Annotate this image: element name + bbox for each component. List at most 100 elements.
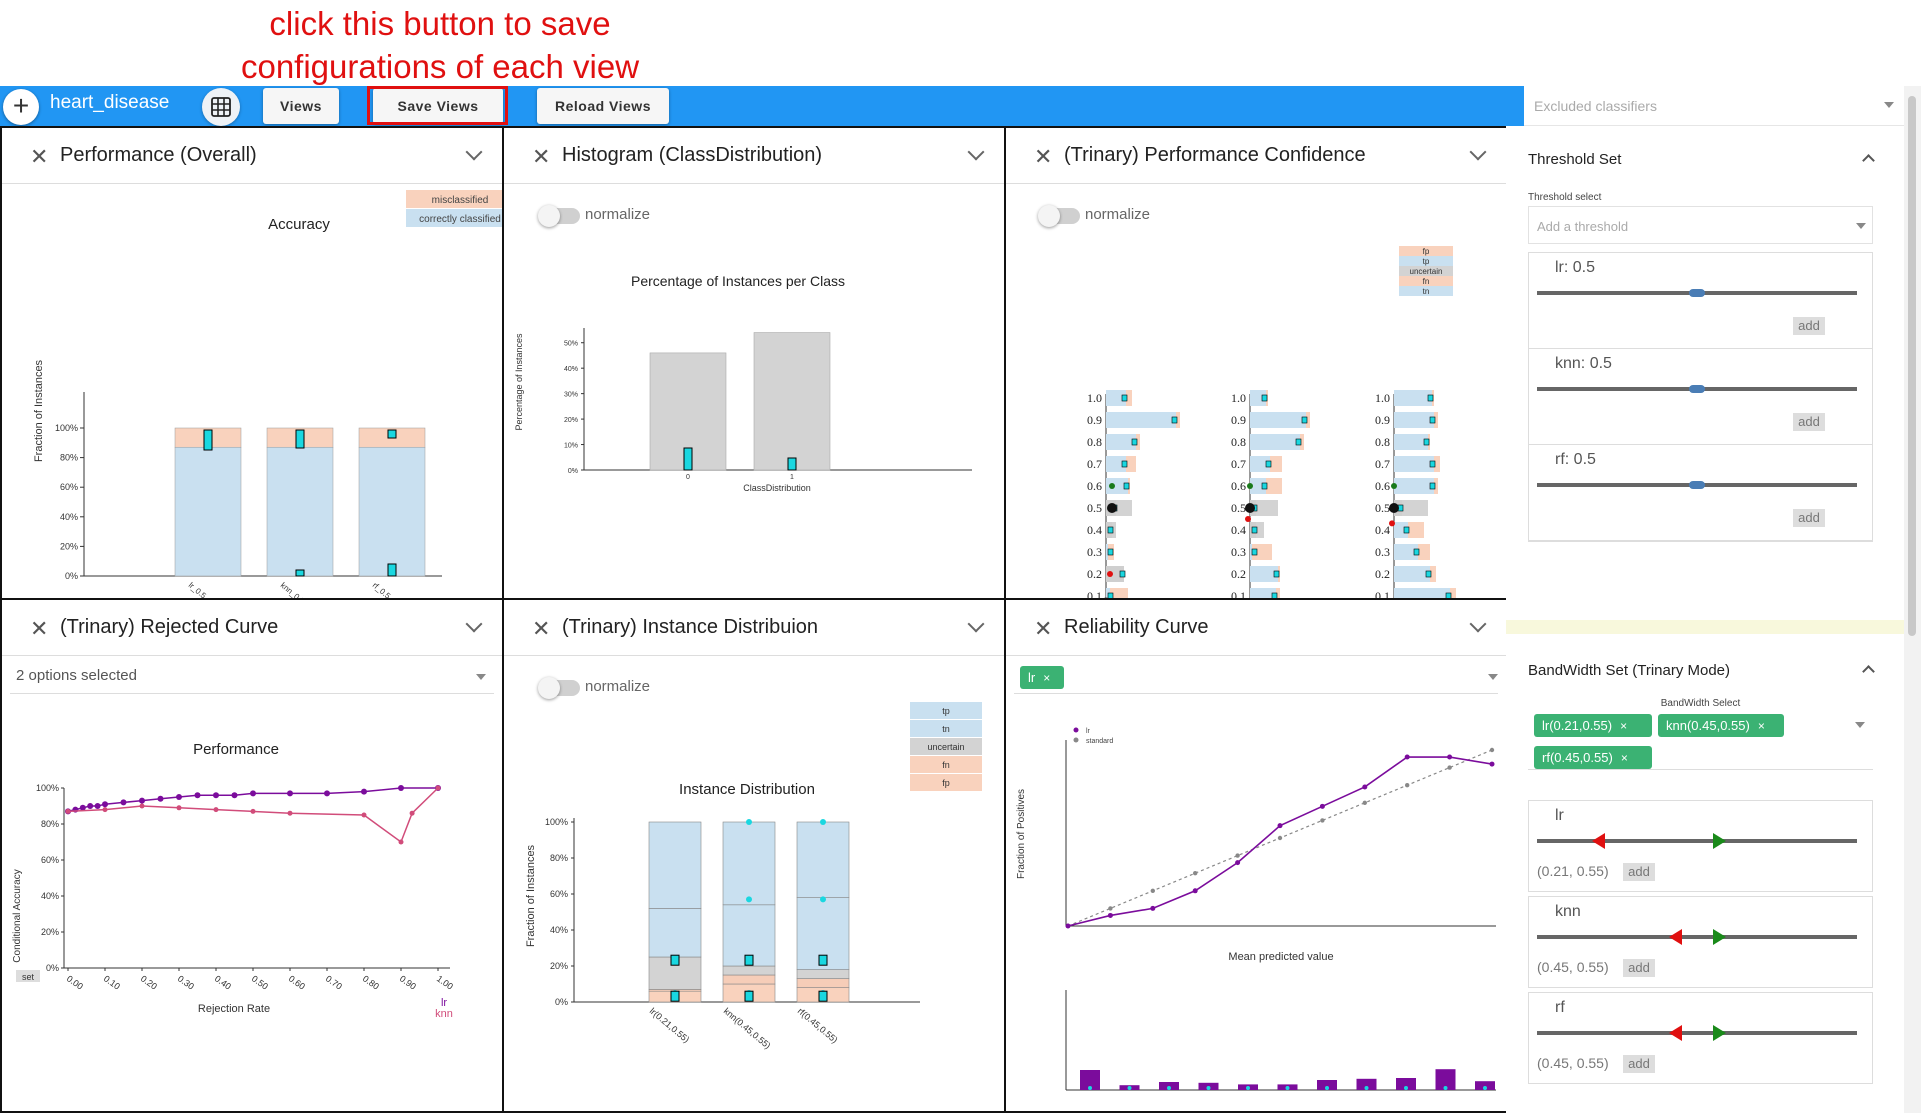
- add-view-button[interactable]: +: [3, 89, 39, 125]
- point-lr: [361, 788, 367, 795]
- threshold-add-button[interactable]: add: [1793, 413, 1825, 431]
- threshold-dot: [1245, 503, 1255, 513]
- normalize-toggle[interactable]: [538, 677, 580, 699]
- y-tick-label: 10%: [564, 443, 578, 450]
- chip-remove-icon[interactable]: ×: [1620, 719, 1628, 733]
- close-icon[interactable]: ✕: [30, 144, 49, 169]
- point-lr: [398, 785, 404, 791]
- bandwidth-slider-track[interactable]: [1537, 935, 1857, 939]
- confidence-groups: 1.00.90.80.70.60.50.40.30.20.10lr(0.21,0…: [1087, 390, 1456, 600]
- y-tick-label: 0.6: [1231, 479, 1246, 493]
- bandwidth-add-button[interactable]: add: [1623, 1055, 1655, 1073]
- bandwidth-range: (0.45, 0.55): [1537, 1055, 1609, 1071]
- chevron-down-icon[interactable]: [465, 615, 483, 633]
- normalize-toggle[interactable]: [538, 205, 580, 227]
- x-tick-label: 0.50: [250, 973, 270, 991]
- scrollbar-thumb[interactable]: [1908, 96, 1916, 636]
- x-axis-label: ClassDistribution: [743, 483, 811, 493]
- threshold-slider-handle[interactable]: [1689, 289, 1705, 297]
- normalize-toggle[interactable]: [1038, 205, 1080, 227]
- bandwidth-select[interactable]: BandWidth Select lr(0.21,0.55) × knn(0.45…: [1528, 698, 1873, 770]
- close-icon[interactable]: ✕: [532, 616, 551, 641]
- bandwidth-slider-track[interactable]: [1537, 1031, 1857, 1035]
- y-tick-label: 0.8: [1087, 435, 1102, 449]
- chip-remove-icon[interactable]: ×: [1620, 751, 1628, 765]
- y-tick-label: 60%: [60, 482, 78, 492]
- chart-title: Instance Distribution: [679, 781, 815, 798]
- marker: [295, 569, 305, 577]
- excluded-classifiers-select[interactable]: Excluded classifiers: [1524, 86, 1904, 126]
- legend-label: fp: [942, 778, 950, 788]
- threshold-add-button[interactable]: add: [1793, 509, 1825, 527]
- bandwidth-slider-track[interactable]: [1537, 839, 1857, 843]
- save-views-button[interactable]: Save Views: [373, 88, 503, 124]
- chevron-down-icon[interactable]: [967, 143, 985, 161]
- legend-lr-marker: [1073, 727, 1079, 733]
- marker-dot: [820, 896, 826, 903]
- set-label: set: [22, 972, 35, 982]
- classifier-select[interactable]: 2 options selected: [10, 660, 494, 694]
- y-tick-label: 20%: [60, 541, 78, 551]
- chevron-up-icon[interactable]: [1862, 154, 1875, 167]
- chevron-down-icon[interactable]: [967, 615, 985, 633]
- y-ticks: 50% 40% 30% 20% 10% 0%: [564, 341, 584, 475]
- y-tick-label: 30%: [564, 392, 578, 399]
- reliability-histogram: [1080, 1069, 1495, 1090]
- curve-lr: [1067, 756, 1493, 927]
- chevron-up-icon[interactable]: [1862, 665, 1875, 678]
- threshold-select[interactable]: Add a threshold: [1528, 206, 1873, 244]
- hist-marker: [1088, 1086, 1092, 1090]
- chevron-down-icon[interactable]: [1469, 615, 1487, 633]
- classifier-chip-select[interactable]: lr ×: [1014, 660, 1498, 694]
- normalize-label: normalize: [585, 678, 651, 695]
- chip-knn-band[interactable]: knn(0.45,0.55) ×: [1658, 714, 1784, 737]
- point-lr: [1404, 754, 1410, 760]
- bandwidth-item: lr (0.21, 0.55) add: [1528, 800, 1873, 892]
- views-button[interactable]: Views: [263, 88, 339, 124]
- chip-rf-band[interactable]: rf(0.45,0.55) ×: [1534, 746, 1652, 769]
- chevron-down-icon[interactable]: [465, 143, 483, 161]
- reload-views-button[interactable]: Reload Views: [537, 88, 669, 124]
- bar-segment: [1250, 412, 1306, 428]
- bar-segment: [1250, 544, 1252, 560]
- point-lr: [1107, 912, 1113, 918]
- bandwidth-add-button[interactable]: add: [1623, 863, 1655, 881]
- threshold-slider-handle[interactable]: [1689, 481, 1705, 489]
- chip-lr-band[interactable]: lr(0.21,0.55) ×: [1534, 714, 1652, 737]
- threshold-slider-handle[interactable]: [1689, 385, 1705, 393]
- panel-histogram: ✕ Histogram (ClassDistribution) normaliz…: [502, 126, 1006, 600]
- chip-remove-icon[interactable]: ×: [1043, 671, 1051, 685]
- y-tick-label: 0.8: [1231, 435, 1246, 449]
- set-button[interactable]: [16, 970, 40, 982]
- close-icon[interactable]: ✕: [30, 616, 49, 641]
- chip-remove-icon[interactable]: ×: [1757, 719, 1765, 733]
- bandwidth-high-handle[interactable]: [1713, 929, 1726, 945]
- close-icon[interactable]: ✕: [532, 144, 551, 169]
- threshold-add-button[interactable]: add: [1793, 317, 1825, 335]
- sidebar-scrollbar[interactable]: [1904, 86, 1921, 1113]
- point-standard: [1150, 888, 1155, 893]
- bandwidth-add-button[interactable]: add: [1623, 959, 1655, 977]
- bandwidth-low-handle[interactable]: [1669, 1025, 1682, 1041]
- bar-segment: [1106, 456, 1126, 472]
- bar-segment: [1394, 456, 1434, 472]
- grid-layout-button[interactable]: [202, 88, 240, 126]
- point-knn: [65, 808, 71, 814]
- bandwidth-low-handle[interactable]: [1592, 833, 1606, 849]
- point-lr: [231, 792, 238, 799]
- bandwidth-high-handle[interactable]: [1713, 833, 1726, 849]
- y-tick-label: 0.1: [1231, 589, 1246, 600]
- point-standard: [1447, 765, 1452, 770]
- bar-segment: [1394, 478, 1434, 494]
- close-icon[interactable]: ✕: [1034, 144, 1053, 169]
- close-icon[interactable]: ✕: [1034, 616, 1053, 641]
- y-tick-label: 0.9: [1231, 413, 1246, 427]
- hist-bar: [1396, 1078, 1416, 1090]
- bandwidth-high-handle[interactable]: [1713, 1025, 1726, 1041]
- marker: [1131, 438, 1138, 446]
- chip-lr[interactable]: lr ×: [1020, 666, 1064, 689]
- bandwidth-low-handle[interactable]: [1669, 929, 1682, 945]
- marker: [1413, 548, 1420, 556]
- chevron-down-icon[interactable]: [1469, 143, 1487, 161]
